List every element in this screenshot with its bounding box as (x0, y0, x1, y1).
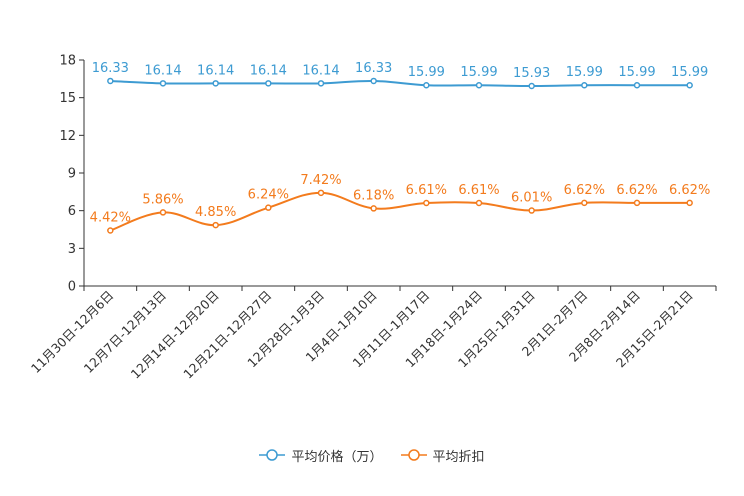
data-point[interactable] (423, 199, 430, 207)
data-label: 6.61% (406, 183, 447, 198)
data-label: 15.99 (671, 65, 708, 80)
data-point[interactable] (528, 82, 535, 90)
data-point[interactable] (475, 199, 483, 207)
data-label: 6.62% (669, 183, 710, 198)
data-label: 6.62% (564, 183, 605, 198)
data-label: 16.14 (250, 63, 287, 78)
data-label: 6.62% (616, 183, 657, 198)
data-point[interactable] (370, 77, 377, 85)
series-layer: 16.33 16.14 16.14 16.14 16.14 16.33 15.99 15.99… (90, 61, 710, 234)
line-chart: 0 3 6 9 12 15 18 11月30日-12月6日12月7日-12月13日12月14… (28, 54, 717, 382)
data-point[interactable] (686, 81, 693, 89)
data-point[interactable] (423, 81, 430, 89)
data-label: 15.99 (566, 65, 603, 80)
data-label: 16.14 (302, 63, 339, 78)
data-label: 16.14 (197, 63, 234, 78)
data-label: 4.85% (195, 205, 236, 220)
series-1: 4.42% 5.86% 4.85% 6.24% 7.42% 6.18% 6.61% 6.61%… (90, 173, 710, 234)
data-point[interactable] (265, 80, 272, 87)
data-point[interactable] (633, 81, 641, 89)
legend-item-discount[interactable]: 平均折扣 (400, 446, 485, 465)
series-0: 16.33 16.14 16.14 16.14 16.14 16.33 15.99 15.99… (92, 61, 708, 90)
legend: 平均价格（万） 平均折扣 (0, 444, 744, 466)
data-label: 16.14 (144, 63, 181, 78)
legend-price-marker-icon (259, 449, 286, 461)
data-point[interactable] (686, 199, 693, 207)
data-point[interactable] (475, 81, 483, 89)
data-point[interactable] (212, 221, 219, 229)
data-point[interactable] (581, 81, 588, 89)
data-label: 7.42% (300, 173, 341, 188)
legend-discount-label: 平均折扣 (432, 449, 485, 465)
data-point[interactable] (265, 204, 272, 211)
data-label: 4.42% (90, 211, 131, 226)
data-point[interactable] (317, 80, 325, 87)
data-label: 15.99 (618, 65, 655, 80)
y-axis: 0 3 6 9 12 15 18 (59, 54, 85, 295)
x-axis: 11月30日-12月6日12月7日-12月13日12月14日-12月20日12月… (28, 285, 717, 382)
data-label: 5.86% (142, 192, 183, 207)
data-label: 15.93 (513, 66, 550, 81)
legend-item-price[interactable]: 平均价格（万） (259, 446, 383, 465)
y-tick-label: 18 (59, 54, 76, 69)
data-label: 6.01% (511, 191, 552, 206)
data-point[interactable] (370, 205, 377, 212)
y-tick-label: 15 (59, 91, 76, 106)
y-tick-label: 6 (68, 204, 76, 219)
data-label: 6.24% (248, 188, 289, 203)
data-point[interactable] (633, 199, 641, 207)
legend-price-label: 平均价格（万） (291, 449, 383, 465)
x-tick-label: 12月14日-12月20日 (128, 288, 222, 382)
series-line (110, 79, 690, 87)
data-label: 15.99 (408, 65, 445, 80)
data-point[interactable] (159, 209, 167, 216)
data-point[interactable] (107, 77, 114, 85)
data-point[interactable] (107, 227, 114, 234)
data-point[interactable] (212, 80, 219, 87)
data-label: 15.99 (460, 65, 497, 80)
y-tick-label: 0 (68, 280, 76, 295)
y-tick-label: 9 (68, 167, 76, 182)
data-point[interactable] (317, 189, 325, 197)
data-label: 6.61% (458, 183, 499, 198)
legend-discount-marker-icon (400, 449, 427, 461)
data-label: 6.18% (353, 188, 394, 203)
data-point[interactable] (528, 207, 535, 214)
data-point[interactable] (159, 80, 167, 87)
series-line (109, 191, 690, 232)
data-label: 16.33 (92, 61, 129, 76)
x-tick-label: 12月21日-12月27日 (180, 288, 274, 382)
data-label: 16.33 (355, 61, 392, 76)
data-point[interactable] (581, 199, 588, 207)
y-tick-label: 3 (68, 242, 76, 257)
y-tick-label: 12 (59, 129, 76, 144)
